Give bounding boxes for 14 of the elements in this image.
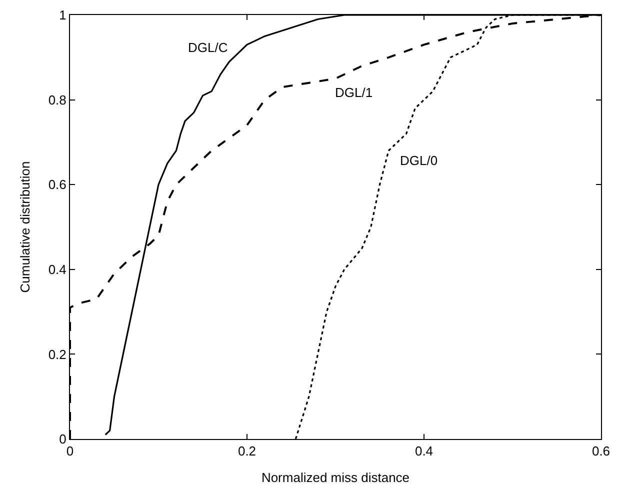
x-tick-label: 0.6 xyxy=(592,444,610,459)
y-tick-label: 1 xyxy=(59,8,66,23)
series-label: DGL/1 xyxy=(335,85,373,100)
x-tick-label: 0.4 xyxy=(414,444,434,459)
y-tick-label: 0.2 xyxy=(48,346,66,362)
y-tick-label: 0 xyxy=(59,432,66,447)
x-tick-label: 0.2 xyxy=(238,444,256,459)
y-axis-title: Cumulative distribution xyxy=(17,161,32,293)
y-tick-label: 0.8 xyxy=(48,92,66,108)
x-axis-title: Normalized miss distance xyxy=(261,470,410,486)
y-tick-label: 0.4 xyxy=(48,262,66,277)
series-label: DGL/C xyxy=(188,40,228,55)
y-tick-label: 0.6 xyxy=(48,177,66,192)
series-label: DGL/0 xyxy=(400,153,438,168)
